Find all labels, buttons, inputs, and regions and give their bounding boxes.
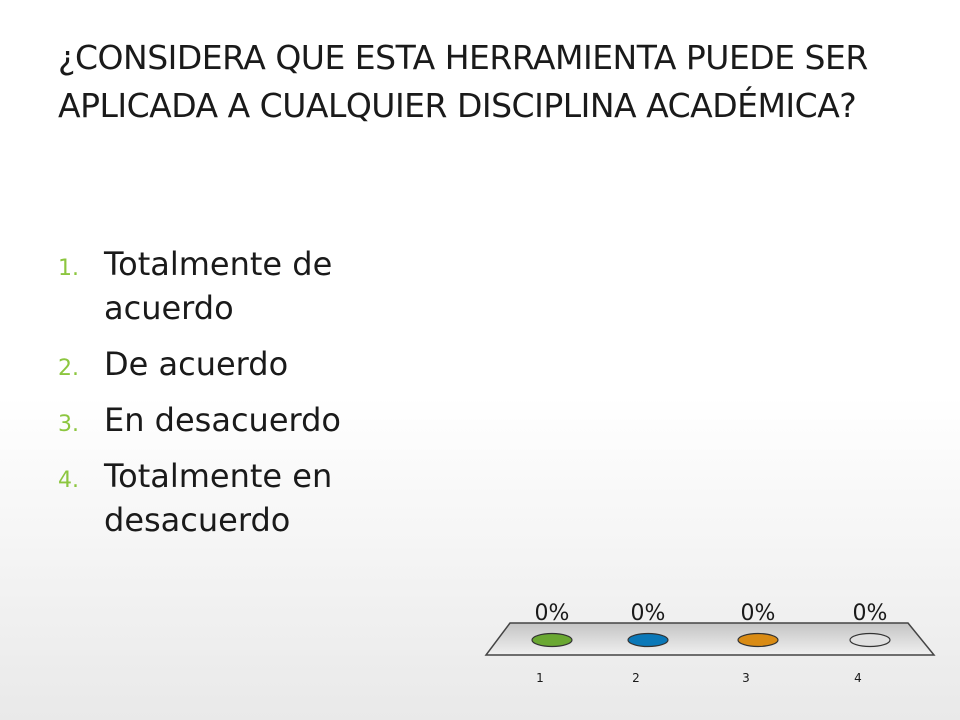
bar-value-label: 0% <box>741 601 776 626</box>
answer-option-1: 1. Totalmente de acuerdo <box>58 242 438 330</box>
category-tick-label: 3 <box>742 671 750 685</box>
answer-option-4: 4. Totalmente en desacuerdo <box>58 454 438 542</box>
bar-base <box>531 632 573 648</box>
option-number: 3. <box>58 412 79 437</box>
option-label: Totalmente de acuerdo <box>104 245 333 327</box>
bar-value-label: 0% <box>535 601 570 626</box>
bar-base <box>737 632 779 648</box>
option-number: 4. <box>58 468 79 493</box>
option-label: Totalmente en desacuerdo <box>104 457 333 539</box>
bar-value-label: 0% <box>853 601 888 626</box>
answer-options-list: 1. Totalmente de acuerdo 2. De acuerdo 3… <box>58 242 438 554</box>
bar-base <box>627 632 669 648</box>
category-tick-label: 2 <box>632 671 640 685</box>
chart-floor <box>484 622 936 656</box>
bar-base <box>849 632 891 648</box>
option-number: 2. <box>58 356 79 381</box>
option-number: 1. <box>58 256 79 281</box>
category-tick-label: 4 <box>854 671 862 685</box>
option-label: En desacuerdo <box>104 401 341 439</box>
answer-option-3: 3. En desacuerdo <box>58 398 438 442</box>
option-label: De acuerdo <box>104 345 289 383</box>
answer-option-2: 2. De acuerdo <box>58 342 438 386</box>
bar-value-label: 0% <box>631 601 666 626</box>
category-tick-label: 1 <box>536 671 544 685</box>
vote-results-chart: 0% 1 0% 2 0% 3 0% 4 <box>484 601 936 685</box>
slide-title: ¿CONSIDERA QUE ESTA HERRAMIENTA PUEDE SE… <box>58 38 868 125</box>
